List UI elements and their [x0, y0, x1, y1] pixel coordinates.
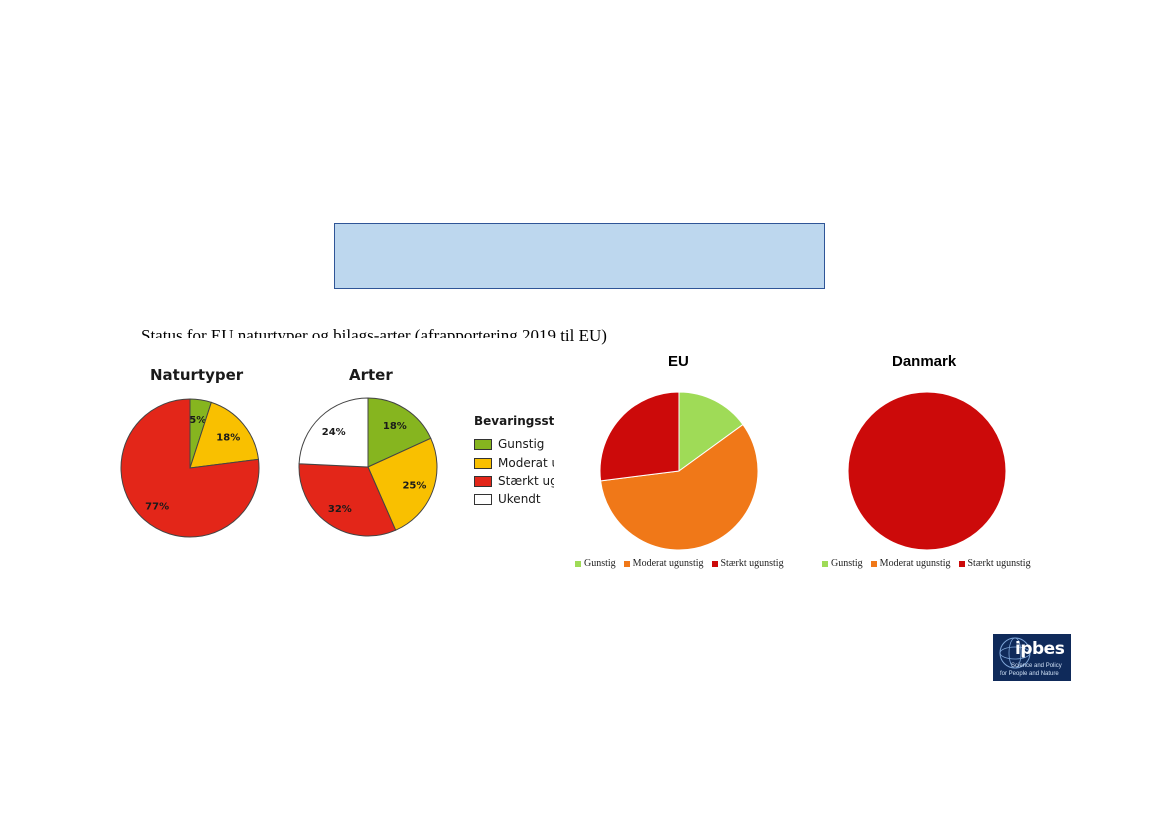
legend-swatch: [474, 493, 492, 505]
legend-item-ukendt: Ukendt: [474, 491, 554, 507]
pie-data-label: 18%: [383, 421, 407, 432]
naturtyper-title: Naturtyper: [150, 366, 244, 384]
pie-slice-moderat-u: [189, 401, 260, 469]
eu-legend: Gunstig Moderat ugunstig Stærkt ugunstig: [575, 558, 792, 569]
pie-eu: [599, 391, 759, 551]
pie-data-label: 77%: [145, 501, 169, 512]
eu-legend-item: Gunstig: [575, 558, 616, 569]
arter-title: Arter: [349, 366, 393, 384]
pie-data-label: 24%: [322, 427, 346, 438]
legend-label: Ukendt: [498, 492, 541, 506]
pie-slice-stærkt-ugunstig: [847, 391, 1007, 551]
pie-danmark: [847, 391, 1007, 551]
legend-item-staerkt: Stærkt ugı: [474, 473, 554, 489]
pie-arter: 18% 25% 32% 24%: [298, 397, 438, 537]
eu-legend-item: Stærkt ugunstig: [711, 558, 784, 569]
danmark-legend-item: Gunstig: [822, 558, 863, 569]
eu-legend-item: Moderat ugunstig: [623, 558, 704, 569]
legend-label: Moderat u: [498, 456, 554, 470]
legend-swatch: [474, 475, 492, 487]
pie-data-label: 32%: [328, 504, 352, 515]
blank-text-box: [334, 223, 825, 289]
pie-slice-moderat-u: [367, 437, 438, 531]
danmark-chart-title: Danmark: [892, 353, 957, 370]
legend-label: Gunstig: [498, 437, 545, 451]
logo-tagline-1: Science and Policy: [1011, 663, 1062, 669]
legend-swatch: [474, 438, 492, 450]
pie-slice-stærkt-ug-: [298, 463, 397, 537]
danmark-legend-item: Moderat ugunstig: [870, 558, 951, 569]
pie-data-label: 18%: [216, 432, 240, 443]
legend-title: Bevaringsstatu: [474, 414, 554, 428]
eu-chart-title: EU: [668, 353, 689, 370]
pie-slice-stærkt-ug-: [120, 398, 260, 538]
pie-slice-moderat-ugunstig: [600, 423, 759, 551]
pie-slice-gunstig: [678, 391, 744, 472]
logo-tagline-2: for People and Nature: [1000, 671, 1059, 677]
pie-slice-gunstig: [367, 397, 432, 468]
pie-data-label: 25%: [402, 481, 426, 492]
danmark-legend-item: Stærkt ugunstig: [958, 558, 1031, 569]
legend-swatch: [474, 457, 492, 469]
ipbes-logo: ipbes Science and Policy for People and …: [993, 634, 1071, 681]
pie-data-label: 5%: [189, 415, 206, 426]
pie-slice-stærkt-ugunstig: [599, 391, 680, 482]
danmark-legend: Gunstig Moderat ugunstig Stærkt ugunstig: [822, 558, 1039, 569]
legend-label: Stærkt ugı: [498, 474, 554, 488]
logo-wordmark: ipbes: [1015, 639, 1065, 659]
legend-item-gunstig: Gunstig: [474, 436, 554, 452]
pie-naturtyper: 5% 18% 77%: [120, 398, 260, 538]
legend-item-moderat: Moderat u: [474, 455, 554, 471]
globe-icon: [999, 637, 1031, 669]
pie-slice-ukendt: [298, 397, 369, 468]
